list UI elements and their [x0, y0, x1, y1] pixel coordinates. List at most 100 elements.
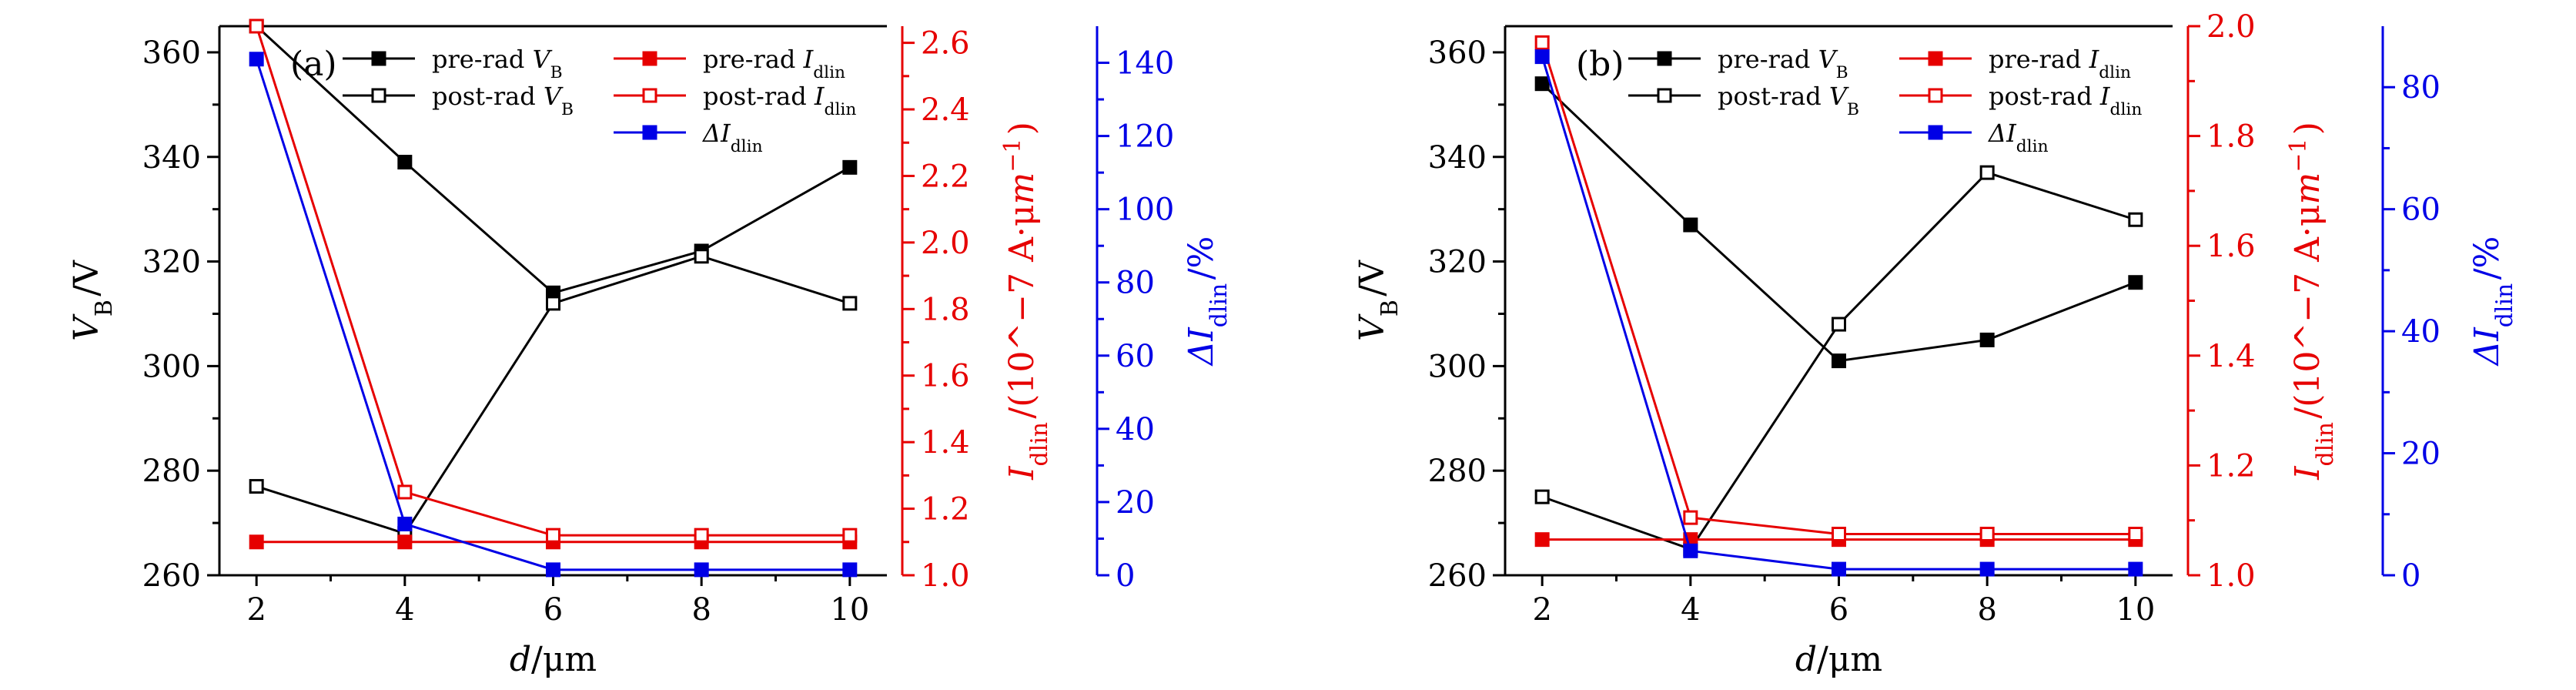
legend-label: pre-rad VB [432, 45, 565, 82]
right-axis-label: Idlin /(10^−7 A·μm−1 ) [999, 122, 1053, 481]
y-tick-label: 1.2 [2206, 448, 2256, 484]
x-tick-label: 2 [1532, 592, 1551, 628]
legend-marker [371, 51, 386, 66]
legend-marker [1657, 51, 1672, 66]
x-tick-label: 2 [246, 592, 266, 628]
legend-marker [1928, 125, 1943, 140]
data-point [2128, 527, 2143, 542]
data-point [249, 534, 264, 550]
legend-marker [371, 88, 386, 103]
legend-label: post-rad Idlin [1989, 82, 2145, 119]
y-tick-label: 1.6 [2206, 229, 2256, 264]
y-tick-label: 1.8 [2206, 119, 2256, 155]
y-tick-label: 2.4 [921, 92, 970, 128]
data-point [1534, 489, 1550, 504]
y-tick-label: 80 [1116, 266, 1155, 301]
y-tick-label: 260 [142, 558, 201, 594]
legend-item: post-rad Idlin [1899, 82, 2145, 119]
y-tick-label: 120 [1116, 119, 1174, 155]
series-3 [1534, 35, 2143, 542]
y-tick-label: 1.2 [921, 492, 970, 528]
y-tick-label: 100 [1116, 193, 1174, 228]
data-point [1683, 543, 1698, 558]
y-tick-label: 40 [2401, 314, 2441, 350]
series-line [1541, 42, 2136, 536]
data-point [2128, 275, 2143, 290]
legend-item: post-rad VB [1628, 82, 1862, 119]
y-tick-label: 60 [2401, 193, 2441, 228]
series-3 [249, 18, 858, 543]
y-tick-label: 140 [1116, 46, 1174, 82]
data-point [1832, 561, 1846, 577]
x-axis-label: d/μm [510, 640, 597, 679]
legend-label: ΔIdlin [1987, 119, 2051, 156]
panel-b: 2 4 6 8 10 d/μm 260 280 300 320 340 360 VB /V 1.0 1.2 1… [1353, 9, 2518, 679]
legend-item: pre-rad Idlin [614, 45, 845, 82]
data-point [694, 249, 709, 264]
legend-item: pre-rad VB [1628, 45, 1848, 82]
x-tick-label: 8 [691, 592, 711, 628]
x-tick-label: 6 [544, 592, 563, 628]
x-tick-label: 8 [1977, 592, 1996, 628]
legend-label: post-rad VB [1718, 82, 1862, 119]
y-tick-label: 320 [1428, 245, 1487, 280]
x-tick-label: 4 [395, 592, 414, 628]
data-point [842, 159, 858, 175]
data-point [1534, 76, 1550, 92]
series-1 [1534, 165, 2143, 557]
data-point [842, 562, 858, 578]
data-point [2128, 561, 2143, 577]
y-tick-label: 2.2 [921, 159, 970, 194]
y-tick-label: 360 [142, 35, 201, 71]
legend-marker [642, 125, 657, 140]
legend-label: ΔIdlin [701, 119, 765, 156]
y-tick-label: 1.6 [921, 359, 970, 394]
data-point [249, 18, 264, 34]
right-axis-label: Idlin /(10^−7 A·μm−1 ) [2285, 122, 2339, 481]
legend-marker [1657, 88, 1672, 103]
y-tick-label: 260 [1428, 558, 1487, 594]
outer-right-axis-label: ΔIdlin /% [2467, 236, 2518, 367]
y-tick-label: 280 [1428, 454, 1487, 489]
y-tick-label: 1.0 [921, 558, 970, 594]
data-point [1979, 561, 1995, 577]
data-point [1979, 165, 1995, 180]
y-tick-label: 300 [142, 349, 201, 384]
legend-item: pre-rad VB [343, 45, 565, 82]
legend-label: post-rad Idlin [703, 82, 859, 119]
data-point [2128, 212, 2143, 227]
data-point [546, 528, 560, 543]
y-tick-label: 320 [142, 245, 201, 280]
y-tick-label: 1.4 [921, 425, 970, 461]
y-tick-label: 0 [2401, 558, 2420, 594]
y-tick-label: 1.0 [2206, 558, 2256, 594]
data-point [397, 534, 413, 550]
panel-label: (a) [290, 45, 337, 84]
data-point [397, 484, 413, 500]
data-point [1832, 353, 1846, 369]
data-point [1534, 532, 1550, 548]
legend-marker [1928, 51, 1943, 66]
data-point [1534, 35, 1550, 50]
legend-label: pre-rad Idlin [1989, 45, 2133, 82]
data-point [546, 296, 560, 311]
y-axis-label: VB /V [1353, 260, 1403, 341]
y-tick-label: 80 [2401, 70, 2441, 106]
data-point [842, 296, 858, 311]
data-point [397, 155, 413, 170]
x-tick-label: 10 [830, 592, 869, 628]
y-tick-label: 1.4 [2206, 339, 2256, 374]
y-tick-label: 1.8 [921, 292, 970, 327]
outer-right-axis-label: ΔIdlin /% [1182, 236, 1233, 367]
series-1 [249, 249, 858, 541]
x-axis-label: d/μm [1795, 640, 1882, 679]
series-line [1541, 56, 2136, 571]
data-point [694, 528, 709, 543]
panel-a: 2 4 6 8 10 d/μm 260 280 300 320 340 360 VB /V 1.0 1.2 1… [67, 18, 1233, 679]
legend-item: ΔIdlin [614, 119, 765, 156]
legend-marker [642, 51, 657, 66]
y-tick-label: 2.0 [2206, 9, 2256, 45]
data-point [1683, 510, 1698, 525]
data-point [1832, 527, 1846, 542]
